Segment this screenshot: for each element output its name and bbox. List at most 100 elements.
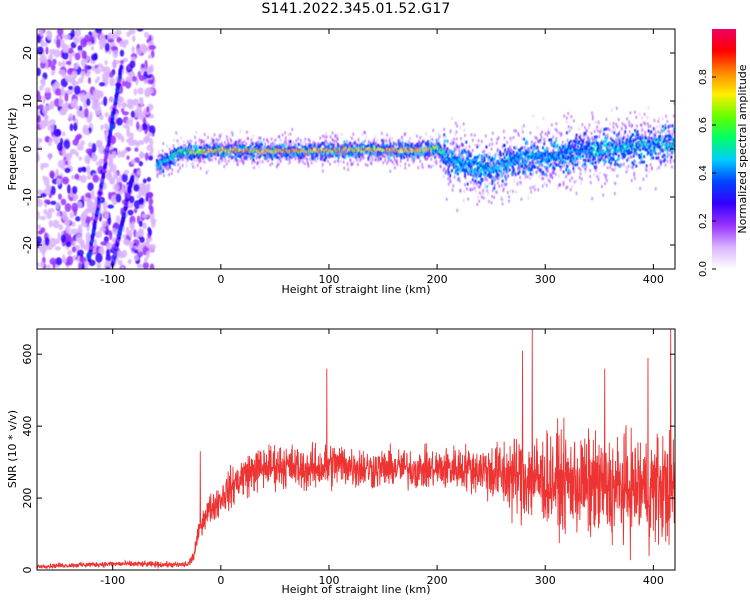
ridge-body	[284, 147, 287, 151]
ridge-body	[523, 137, 525, 141]
ridge-halo	[425, 157, 427, 161]
ridge-halo	[325, 140, 328, 144]
ridge-halo	[305, 143, 307, 147]
ridge-halo	[219, 137, 222, 141]
noise-blob	[122, 123, 130, 129]
ridge-halo	[171, 168, 174, 172]
noise-blob	[109, 135, 117, 145]
ridge-halo	[490, 161, 492, 165]
ridge-body	[372, 142, 375, 146]
noise-blob	[68, 113, 74, 122]
ridge-halo	[468, 145, 471, 149]
noise-blob	[143, 70, 148, 77]
ridge-halo	[331, 138, 334, 142]
ridge-halo	[388, 138, 391, 142]
ridge-body	[242, 152, 245, 156]
ridge-body	[370, 144, 373, 148]
ridge-halo	[431, 138, 434, 142]
ridge-halo	[466, 187, 468, 191]
ridge-halo	[331, 143, 333, 147]
ridge-body	[299, 156, 302, 160]
ridge-body	[466, 167, 469, 171]
ridge-body	[367, 156, 370, 160]
ridge-halo	[246, 157, 248, 161]
ridge-core	[268, 150, 271, 154]
ridge-halo	[384, 159, 386, 163]
ridge-halo	[209, 141, 211, 145]
ridge-halo	[394, 158, 396, 162]
ridge-body	[285, 154, 288, 158]
noise-blob	[58, 69, 66, 76]
ridge-halo	[331, 131, 334, 135]
ridge-halo	[192, 165, 194, 169]
ridge-halo	[434, 157, 437, 161]
ridge-halo	[356, 159, 359, 163]
ridge-halo	[216, 143, 218, 147]
ridge-halo	[434, 143, 437, 147]
ridge-body	[323, 158, 326, 162]
ridge-halo	[455, 137, 458, 141]
ridge-halo	[163, 166, 166, 170]
noise-blob	[48, 153, 52, 161]
ridge-body	[389, 142, 392, 146]
noise-blob	[149, 263, 155, 269]
noise-blob	[122, 57, 128, 63]
ridge-halo	[285, 136, 287, 140]
noise-blob	[100, 65, 106, 73]
ridge-body	[198, 145, 201, 149]
noise-blob	[50, 123, 54, 132]
ridge-body	[510, 159, 513, 163]
ridge-body	[388, 144, 391, 148]
ridge-body	[501, 179, 504, 183]
noise-blob	[143, 257, 148, 264]
noise-blob	[130, 110, 135, 118]
ridge-body	[259, 145, 261, 149]
ridge-core	[223, 147, 226, 151]
ridge-body	[468, 170, 471, 174]
ridge-halo	[283, 156, 286, 160]
ridge-halo	[329, 162, 331, 166]
ridge-halo	[165, 163, 168, 167]
ridge-halo	[439, 160, 442, 164]
ridge-halo	[274, 141, 276, 145]
noise-blob	[56, 211, 61, 217]
noise-blob	[49, 49, 57, 55]
ridge-halo	[375, 150, 378, 154]
ridge-body	[481, 157, 483, 161]
noise-blob	[94, 67, 101, 75]
ridge-body	[484, 168, 487, 172]
ridge-halo	[438, 135, 441, 139]
ridge-halo	[227, 153, 229, 157]
ridge-core	[206, 151, 209, 154]
noise-blob	[65, 74, 73, 83]
ridge-halo	[241, 160, 244, 164]
ridge-body	[502, 164, 505, 168]
ridge-halo	[495, 151, 497, 155]
ridge-halo	[511, 150, 514, 154]
ridge-body	[484, 165, 487, 169]
ridge-body	[490, 175, 493, 179]
ridge-halo	[179, 166, 181, 170]
ridge-body	[486, 185, 488, 189]
ridge-halo	[279, 138, 281, 142]
noise-blob	[78, 262, 82, 269]
ridge-halo	[267, 155, 270, 159]
ridge-halo	[449, 176, 451, 180]
ridge-halo	[259, 158, 261, 162]
ridge-halo	[306, 158, 309, 162]
ridge-body	[485, 153, 488, 157]
ridge-halo	[163, 174, 165, 178]
ridge-body	[391, 149, 394, 153]
noise-blob	[72, 196, 77, 202]
ridge-body	[486, 174, 489, 178]
ridge-body	[460, 166, 463, 170]
ridge-halo	[479, 185, 481, 189]
ridge-halo	[158, 171, 161, 175]
noise-blob	[103, 212, 109, 220]
ridge-halo	[253, 160, 256, 164]
ridge-halo	[428, 165, 431, 169]
ridge-halo	[419, 141, 421, 145]
ridge-body	[451, 154, 453, 158]
ridge-halo	[506, 190, 509, 194]
